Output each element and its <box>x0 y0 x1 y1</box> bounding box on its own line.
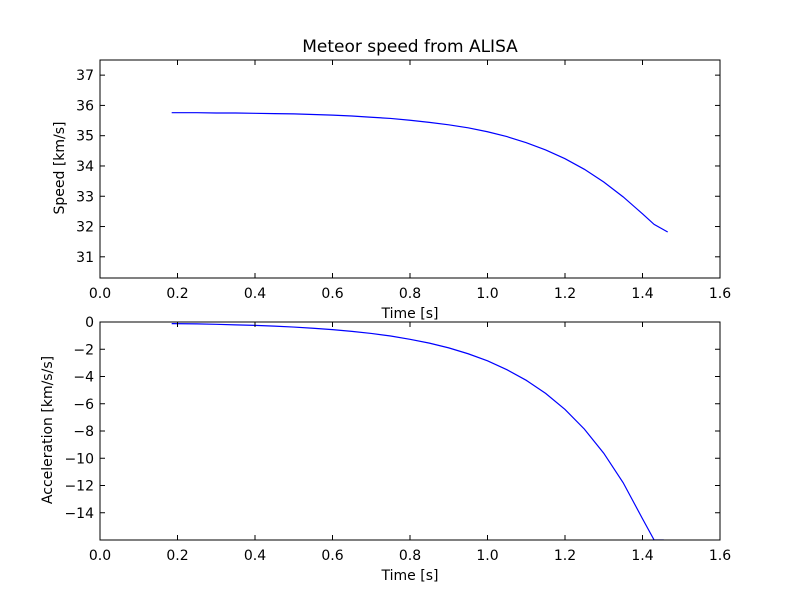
chart-title: Meteor speed from ALISA <box>302 37 518 57</box>
acceleration-x-tick-label: 1.4 <box>631 548 653 564</box>
acceleration-y-tick-label: 0 <box>85 315 94 331</box>
acceleration-y-tick-label: −12 <box>64 479 94 495</box>
speed-x-axis-label: Time [s] <box>381 306 439 322</box>
speed-y-tick-label: 36 <box>76 98 94 114</box>
speed-y-tick-label: 34 <box>76 159 94 175</box>
speed-x-tick-label: 0.0 <box>89 286 111 302</box>
speed-x-tick-label: 1.0 <box>476 286 498 302</box>
acceleration-subplot: Time [s] Acceleration [km/s/s] 0.0 0.2 0.4… <box>40 315 731 584</box>
acceleration-x-tick-label: 1.0 <box>476 548 498 564</box>
acceleration-y-tick-label: −8 <box>73 424 94 440</box>
speed-x-tick-label: 0.4 <box>244 286 266 302</box>
acceleration-y-tick-label: −4 <box>73 370 94 386</box>
acceleration-y-tick-label: −10 <box>64 451 94 467</box>
speed-y-axis-label: Speed [km/s] <box>52 121 68 214</box>
acceleration-series-line <box>171 323 664 540</box>
speed-axes-frame <box>99 59 721 279</box>
acceleration-x-tick-label: 1.6 <box>709 548 731 564</box>
speed-x-tick-label: 0.8 <box>399 286 421 302</box>
acceleration-x-axis-label: Time [s] <box>381 568 439 584</box>
speed-series-line <box>171 112 668 233</box>
speed-y-tick-label: 31 <box>76 250 94 266</box>
speed-y-tick-label: 35 <box>76 129 94 145</box>
speed-x-tick-label: 1.4 <box>631 286 653 302</box>
acceleration-x-tick-label: 0.8 <box>399 548 421 564</box>
speed-y-tick-label: 32 <box>76 220 94 236</box>
speed-x-tick-label: 0.2 <box>166 286 188 302</box>
acceleration-y-tick-label: −14 <box>64 506 94 522</box>
speed-y-tick-label: 37 <box>76 68 94 84</box>
speed-x-tick-label: 1.2 <box>554 286 576 302</box>
acceleration-x-tick-label: 0.0 <box>89 548 111 564</box>
acceleration-x-tick-label: 0.6 <box>321 548 343 564</box>
acceleration-y-axis-label: Acceleration [km/s/s] <box>40 356 56 504</box>
speed-y-tick-label: 33 <box>76 189 94 205</box>
acceleration-x-tick-label: 0.4 <box>244 548 266 564</box>
acceleration-y-tick-label: −6 <box>73 397 94 413</box>
speed-x-tick-label: 0.6 <box>321 286 343 302</box>
acceleration-x-tick-label: 1.2 <box>554 548 576 564</box>
acceleration-y-tick-label: −2 <box>73 342 94 358</box>
speed-x-tick-label: 1.6 <box>709 286 731 302</box>
acceleration-x-tick-label: 0.2 <box>166 548 188 564</box>
acceleration-axes-frame <box>99 321 721 541</box>
speed-subplot: Meteor speed from ALISA Time [s] Speed [… <box>52 37 731 322</box>
